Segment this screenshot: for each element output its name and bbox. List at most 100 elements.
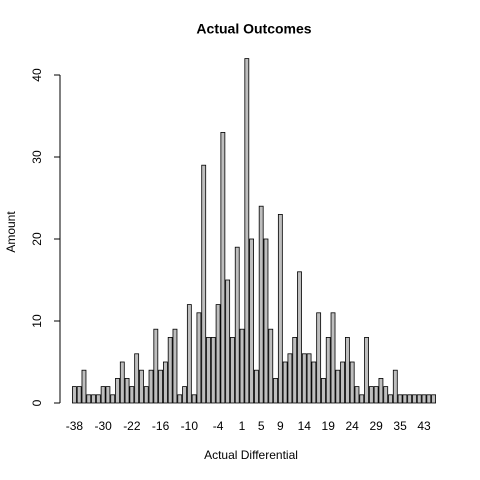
x-tick-label: 29 <box>369 419 383 433</box>
x-tick-label: 14 <box>298 419 312 433</box>
bar <box>196 312 202 404</box>
bar <box>95 394 101 404</box>
x-tick-label: -38 <box>66 419 84 433</box>
bar <box>340 361 346 404</box>
y-tick-label: 20 <box>30 232 44 246</box>
bar <box>397 394 403 404</box>
x-tick-label: 43 <box>417 419 431 433</box>
bar <box>210 336 216 404</box>
bar <box>344 336 350 404</box>
bar <box>426 394 432 404</box>
y-axis-label: Amount <box>4 211 18 253</box>
bar <box>71 386 77 404</box>
bar <box>134 353 140 404</box>
bar <box>148 369 154 404</box>
bar <box>158 369 164 404</box>
bar <box>172 328 178 404</box>
bar <box>191 394 197 404</box>
bar <box>206 336 211 404</box>
bar <box>230 336 235 404</box>
bar <box>354 386 360 404</box>
y-tick-label: 30 <box>30 150 44 164</box>
bar <box>402 394 408 404</box>
bar <box>182 386 187 404</box>
bar <box>416 394 422 404</box>
bar <box>115 377 120 404</box>
bar <box>234 246 240 404</box>
bar <box>368 386 374 404</box>
bar <box>124 377 130 404</box>
x-tick-label: -16 <box>152 419 170 433</box>
bar <box>383 386 389 404</box>
bar <box>392 369 398 404</box>
x-tick-label: -22 <box>123 419 141 433</box>
bar <box>292 336 298 404</box>
bar <box>76 386 82 404</box>
bar <box>143 386 149 404</box>
bar <box>316 312 322 404</box>
bar <box>186 304 192 404</box>
bar <box>359 394 365 404</box>
bar <box>81 369 87 404</box>
y-tick-label: 10 <box>30 314 44 328</box>
bar <box>220 131 226 404</box>
bar <box>139 369 144 404</box>
bar <box>153 328 159 404</box>
bar <box>311 361 317 404</box>
bar <box>273 377 278 404</box>
bar <box>412 394 417 404</box>
bar <box>244 58 250 404</box>
y-tick-label: 40 <box>30 68 44 82</box>
bar <box>388 394 393 404</box>
x-tick-label: 9 <box>277 419 284 433</box>
bar <box>162 361 168 404</box>
x-tick-label: -4 <box>213 419 224 433</box>
bar <box>177 394 183 404</box>
bar <box>321 377 326 404</box>
bar <box>86 394 92 404</box>
bar <box>105 386 111 404</box>
x-tick-label: -10 <box>181 419 199 433</box>
bar <box>407 394 413 404</box>
bar <box>100 386 106 404</box>
x-tick-label: 19 <box>322 419 336 433</box>
bar <box>225 279 231 404</box>
bar <box>249 238 255 404</box>
bar <box>91 394 96 404</box>
x-tick-label: 24 <box>346 419 360 433</box>
bar <box>287 353 293 404</box>
x-tick-label: 1 <box>239 419 246 433</box>
bar <box>349 361 355 404</box>
bar <box>253 369 259 404</box>
bar <box>215 304 221 404</box>
bar <box>373 386 379 404</box>
x-tick-label: 5 <box>258 419 265 433</box>
bar <box>277 213 283 404</box>
bar <box>330 312 336 404</box>
bar <box>301 353 307 404</box>
bar <box>258 205 264 404</box>
bar <box>325 336 331 404</box>
bar <box>297 271 302 404</box>
x-tick-label: 35 <box>393 419 407 433</box>
bar <box>129 386 135 404</box>
bar <box>421 394 427 404</box>
bar <box>268 328 274 404</box>
bar <box>119 361 125 404</box>
bar <box>110 394 116 404</box>
y-tick-label: 0 <box>30 399 44 406</box>
bar <box>239 328 245 404</box>
bar <box>378 377 384 404</box>
bar <box>335 369 341 404</box>
bar <box>282 361 288 404</box>
bar <box>167 336 173 404</box>
bar <box>263 238 269 404</box>
bar <box>306 353 312 404</box>
bar <box>364 336 369 404</box>
x-tick-label: -30 <box>94 419 112 433</box>
bar <box>431 394 437 404</box>
x-axis-label: Actual Differential <box>204 448 298 462</box>
chart-title: Actual Outcomes <box>196 21 311 37</box>
bar <box>201 164 207 404</box>
